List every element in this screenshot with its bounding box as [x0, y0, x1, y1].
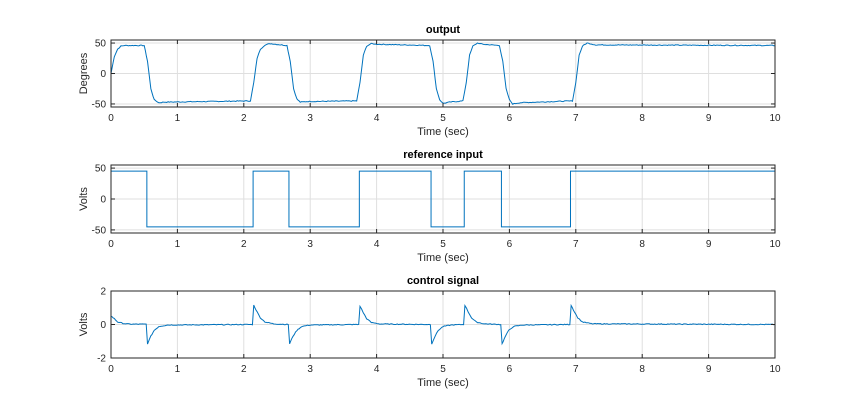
- x-tick-label: 8: [639, 113, 645, 124]
- x-tick-label: 10: [769, 364, 781, 375]
- x-tick-label: 0: [108, 364, 114, 375]
- x-tick-label: 0: [108, 239, 114, 250]
- y-axis-label: Volts: [78, 312, 90, 336]
- x-tick-label: 6: [507, 239, 513, 250]
- y-tick-label: -50: [92, 99, 107, 110]
- x-tick-label: 7: [573, 113, 579, 124]
- y-tick-label: 2: [100, 287, 106, 298]
- chart-title: control signal: [407, 275, 479, 287]
- x-tick-label: 7: [573, 364, 579, 375]
- chart-title: output: [426, 24, 461, 36]
- x-tick-label: 1: [175, 239, 181, 250]
- y-tick-label: 0: [100, 320, 106, 331]
- x-tick-label: 1: [175, 113, 181, 124]
- y-tick-label: 50: [95, 164, 107, 175]
- x-tick-label: 4: [374, 113, 380, 124]
- x-tick-label: 0: [108, 113, 114, 124]
- y-axis-label: Degrees: [78, 52, 90, 94]
- chart-title: reference input: [403, 149, 483, 161]
- y-tick-label: -2: [97, 354, 106, 365]
- y-tick-label: 0: [100, 195, 106, 206]
- x-tick-label: 8: [639, 364, 645, 375]
- x-tick-label: 7: [573, 239, 579, 250]
- y-tick-label: 50: [95, 39, 107, 50]
- x-axis-label: Time (sec): [417, 126, 469, 138]
- x-tick-label: 9: [706, 239, 712, 250]
- x-tick-label: 2: [241, 364, 247, 375]
- x-axis-label: Time (sec): [417, 252, 469, 264]
- x-tick-label: 9: [706, 113, 712, 124]
- x-tick-label: 10: [769, 113, 781, 124]
- x-axis-label: Time (sec): [417, 377, 469, 389]
- series-line-2: [111, 170, 775, 228]
- x-tick-label: 6: [507, 113, 513, 124]
- x-tick-label: 6: [507, 364, 513, 375]
- x-tick-label: 10: [769, 239, 781, 250]
- x-tick-label: 1: [175, 364, 181, 375]
- x-tick-label: 3: [307, 239, 313, 250]
- x-tick-label: 8: [639, 239, 645, 250]
- x-tick-label: 2: [241, 239, 247, 250]
- x-tick-label: 5: [440, 364, 446, 375]
- x-tick-label: 3: [307, 364, 313, 375]
- y-axis-label: Volts: [78, 187, 90, 211]
- x-tick-label: 5: [440, 239, 446, 250]
- series-line-3: [110, 303, 776, 346]
- y-tick-label: 0: [100, 69, 106, 80]
- x-tick-label: 4: [374, 239, 380, 250]
- series-line-1: [110, 42, 776, 105]
- x-tick-label: 5: [440, 113, 446, 124]
- x-tick-label: 4: [374, 364, 380, 375]
- x-tick-label: 9: [706, 364, 712, 375]
- y-tick-label: -50: [92, 225, 107, 236]
- x-tick-label: 3: [307, 113, 313, 124]
- x-tick-label: 2: [241, 113, 247, 124]
